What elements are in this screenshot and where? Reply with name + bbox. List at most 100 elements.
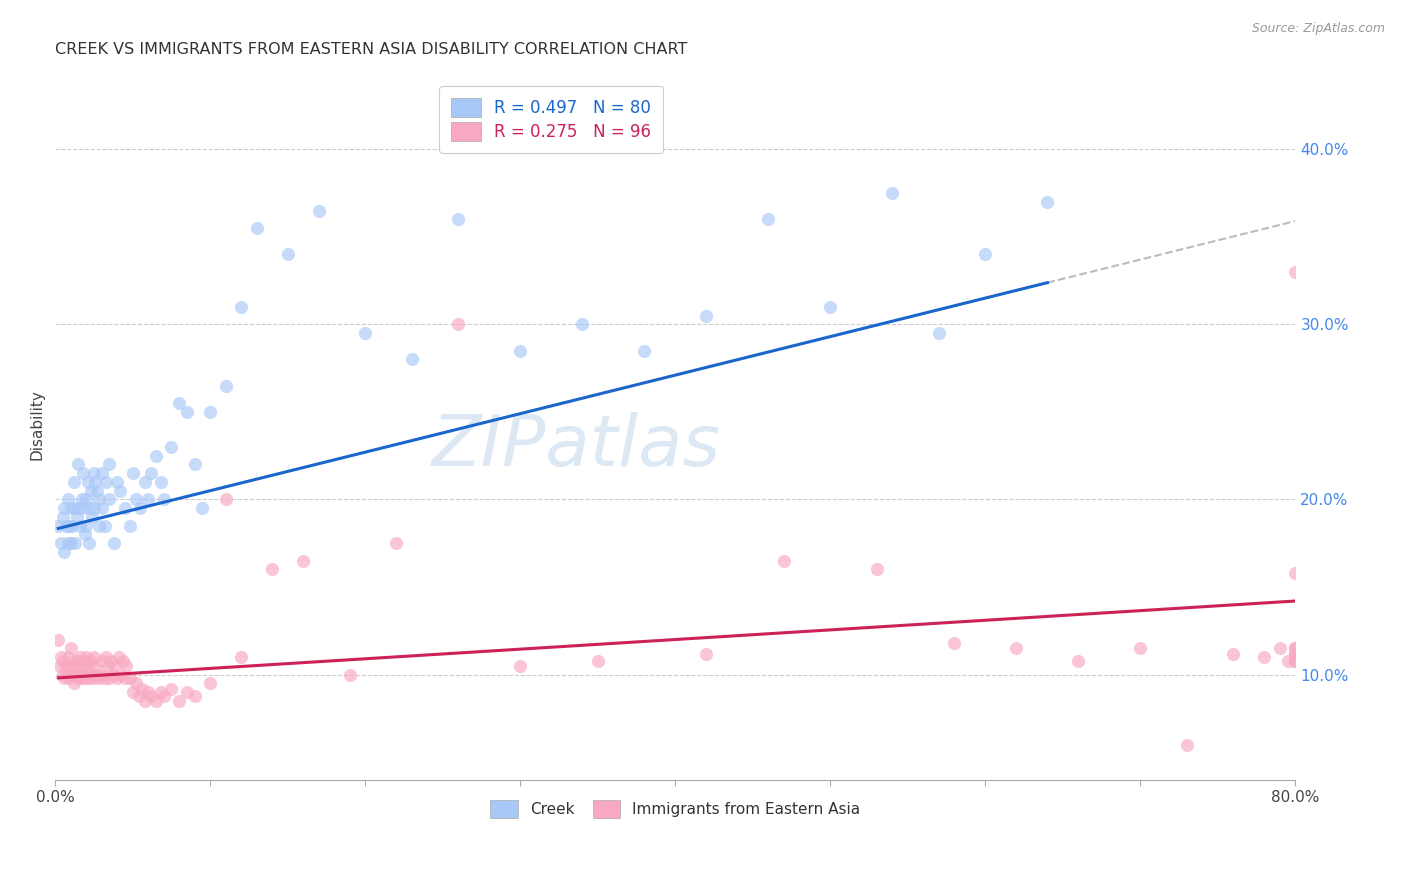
- Point: [149, 685, 172, 699]
- Point: [56, 650, 79, 665]
- Point: [66, 510, 89, 524]
- Point: [69, 518, 91, 533]
- Point: [1129, 641, 1152, 656]
- Point: [167, 396, 190, 410]
- Point: [882, 186, 904, 200]
- Point: [65, 536, 87, 550]
- Point: [1005, 641, 1028, 656]
- Point: [1284, 265, 1306, 279]
- Point: [87, 492, 110, 507]
- Point: [53, 501, 76, 516]
- Point: [928, 326, 950, 340]
- Point: [571, 318, 593, 332]
- Point: [69, 667, 91, 681]
- Point: [354, 326, 377, 340]
- Point: [72, 658, 94, 673]
- Point: [62, 501, 84, 516]
- Point: [75, 671, 97, 685]
- Point: [101, 667, 124, 681]
- Point: [83, 501, 105, 516]
- Point: [121, 685, 143, 699]
- Point: [943, 636, 966, 650]
- Point: [974, 247, 997, 261]
- Point: [1284, 647, 1306, 661]
- Point: [152, 689, 174, 703]
- Point: [1284, 654, 1306, 668]
- Point: [215, 492, 238, 507]
- Point: [129, 501, 152, 516]
- Point: [115, 658, 138, 673]
- Point: [52, 667, 75, 681]
- Point: [72, 466, 94, 480]
- Point: [136, 685, 159, 699]
- Point: [56, 492, 79, 507]
- Point: [1067, 654, 1090, 668]
- Point: [62, 676, 84, 690]
- Point: [80, 654, 103, 668]
- Point: [58, 518, 80, 533]
- Point: [134, 694, 156, 708]
- Point: [73, 654, 96, 668]
- Point: [231, 300, 253, 314]
- Point: [86, 667, 108, 681]
- Point: [1284, 566, 1306, 580]
- Point: [87, 671, 110, 685]
- Point: [66, 667, 89, 681]
- Point: [176, 405, 198, 419]
- Point: [1268, 641, 1291, 656]
- Point: [1284, 641, 1306, 656]
- Point: [308, 203, 330, 218]
- Point: [107, 650, 129, 665]
- Point: [46, 518, 69, 533]
- Point: [100, 654, 122, 668]
- Point: [59, 658, 82, 673]
- Point: [67, 654, 90, 668]
- Point: [72, 501, 94, 516]
- Point: [90, 466, 112, 480]
- Point: [110, 483, 132, 498]
- Point: [53, 545, 76, 559]
- Point: [200, 405, 222, 419]
- Point: [339, 667, 361, 681]
- Point: [586, 654, 609, 668]
- Point: [160, 440, 183, 454]
- Point: [91, 667, 114, 681]
- Point: [67, 671, 90, 685]
- Point: [72, 667, 94, 681]
- Point: [509, 343, 531, 358]
- Point: [96, 650, 118, 665]
- Point: [125, 492, 148, 507]
- Point: [70, 671, 93, 685]
- Point: [167, 694, 190, 708]
- Point: [131, 681, 153, 696]
- Point: [128, 689, 150, 703]
- Point: [90, 654, 112, 668]
- Point: [231, 650, 253, 665]
- Point: [56, 667, 79, 681]
- Point: [136, 492, 159, 507]
- Point: [633, 343, 655, 358]
- Point: [55, 518, 77, 533]
- Point: [98, 458, 121, 472]
- Point: [83, 650, 105, 665]
- Point: [67, 501, 90, 516]
- Point: [110, 667, 132, 681]
- Text: ZIPatlas: ZIPatlas: [432, 412, 721, 481]
- Point: [1175, 738, 1198, 752]
- Point: [77, 501, 100, 516]
- Point: [77, 671, 100, 685]
- Point: [112, 654, 135, 668]
- Point: [200, 676, 222, 690]
- Point: [96, 475, 118, 489]
- Point: [69, 650, 91, 665]
- Point: [98, 492, 121, 507]
- Point: [447, 212, 470, 227]
- Point: [103, 536, 125, 550]
- Point: [49, 658, 72, 673]
- Point: [509, 658, 531, 673]
- Point: [1284, 641, 1306, 656]
- Point: [75, 518, 97, 533]
- Point: [145, 449, 167, 463]
- Point: [94, 671, 117, 685]
- Point: [84, 658, 107, 673]
